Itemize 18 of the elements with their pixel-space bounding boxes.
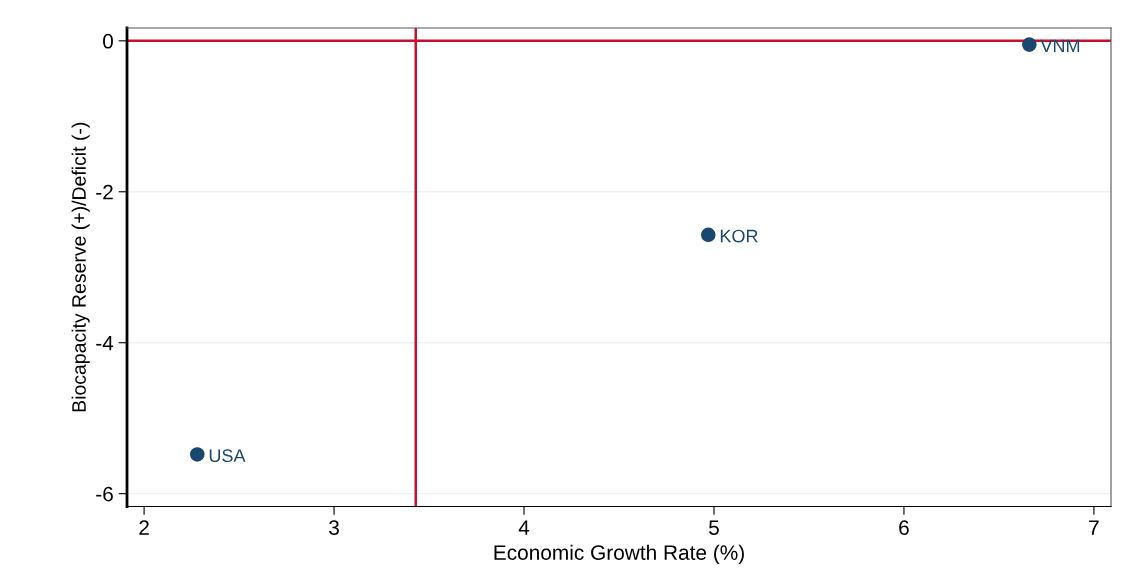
point (1022, 37, 1037, 52)
x-tick-label: 3 (329, 520, 339, 535)
x-axis-title: Economic Growth Rate (%) (494, 544, 744, 565)
y-tick-label: -4 (96, 335, 114, 351)
point (700, 227, 716, 243)
x-tick-label: 7 (1089, 520, 1099, 535)
x-tick-label: 2 (139, 520, 149, 535)
x-tick-label: 6 (899, 520, 909, 535)
data-label: USA (209, 449, 246, 463)
y-tick-label: -6 (96, 486, 113, 502)
data-label: VNM (1040, 39, 1080, 53)
y-tick-label: -2 (96, 184, 113, 200)
y-axis-title: Biocapacity Reserve (+)/Deficit (-) (71, 122, 90, 412)
y-tick-label: 0 (103, 33, 113, 49)
x-tick-label: 4 (518, 520, 530, 535)
x-tick-label: 5 (709, 520, 719, 535)
data-label: KOR (720, 229, 758, 243)
point (190, 447, 205, 462)
